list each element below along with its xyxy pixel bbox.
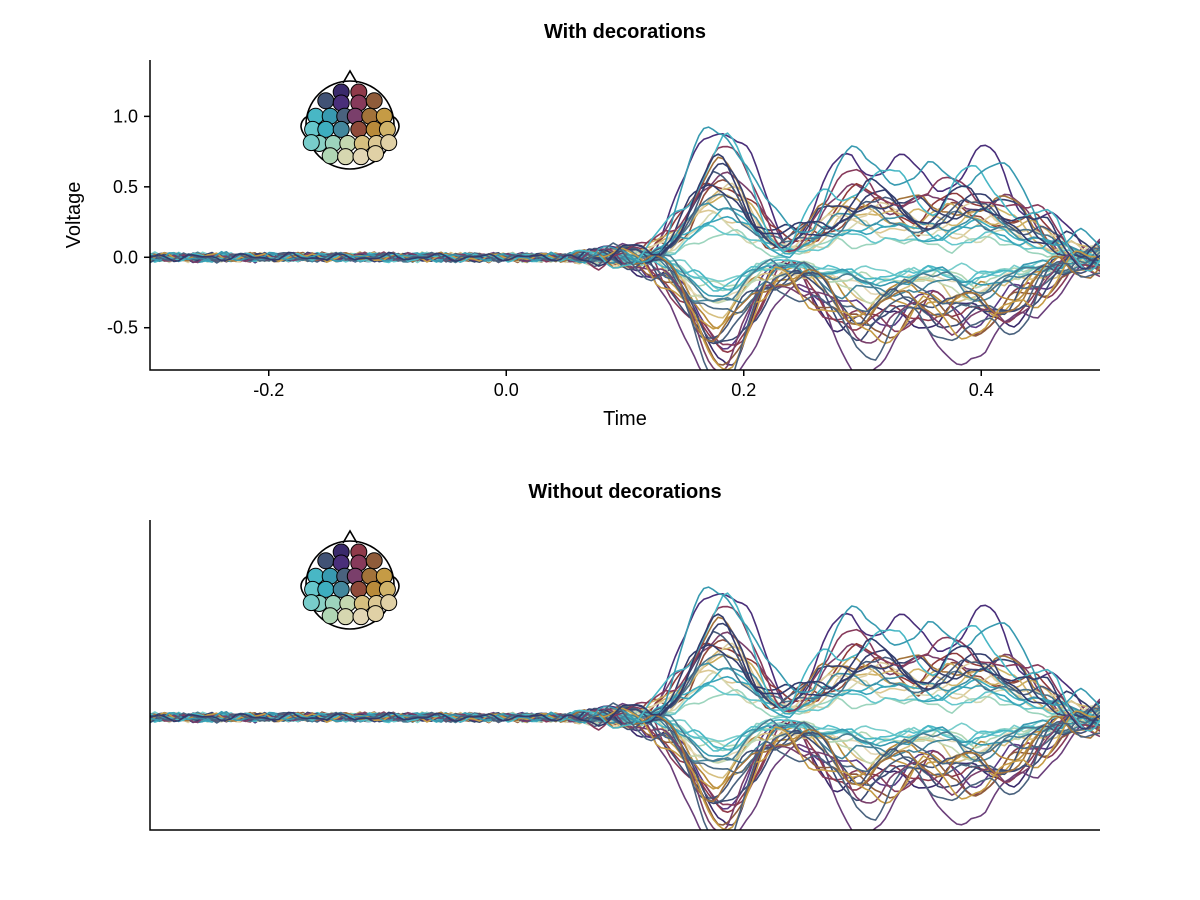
x-tick-label: 0.4 xyxy=(969,380,994,400)
electrode xyxy=(353,609,369,625)
top-title: With decorations xyxy=(544,21,706,43)
electrode xyxy=(318,581,334,597)
electrode xyxy=(318,553,334,569)
x-tick-label: -0.2 xyxy=(253,380,284,400)
top-head-inset xyxy=(301,71,399,169)
bottom-lines xyxy=(150,587,1100,850)
electrode xyxy=(318,93,334,109)
electrode xyxy=(381,135,397,151)
electrode xyxy=(322,148,338,164)
electrode xyxy=(338,609,354,625)
top-lines xyxy=(150,127,1100,390)
x-tick-label: 0.0 xyxy=(494,380,519,400)
electrode xyxy=(368,146,384,162)
electrode xyxy=(333,121,349,137)
electrode xyxy=(368,606,384,622)
x-axis-label: Time xyxy=(603,408,647,430)
electrode xyxy=(381,595,397,611)
electrode xyxy=(318,121,334,137)
electrode xyxy=(351,581,367,597)
figure: With decorations -0.5 0.0 0.5 1.0 -0.2 0.0 0.2 0… xyxy=(0,0,1200,900)
electrode xyxy=(303,135,319,151)
x-tick-label: 0.2 xyxy=(731,380,756,400)
y-axis-label: Voltage xyxy=(63,182,85,249)
y-tick-label: -0.5 xyxy=(107,318,138,338)
electrode xyxy=(333,581,349,597)
electrode xyxy=(322,608,338,624)
electrode xyxy=(366,553,382,569)
electrode xyxy=(303,595,319,611)
y-tick-label: 1.0 xyxy=(113,106,138,126)
electrode xyxy=(351,121,367,137)
electrode xyxy=(366,93,382,109)
electrode xyxy=(338,149,354,165)
y-tick-label: 0.5 xyxy=(113,177,138,197)
electrode xyxy=(353,149,369,165)
y-tick-label: 0.0 xyxy=(113,247,138,267)
bottom-title: Without decorations xyxy=(528,481,721,503)
bottom-head-inset xyxy=(301,531,399,629)
